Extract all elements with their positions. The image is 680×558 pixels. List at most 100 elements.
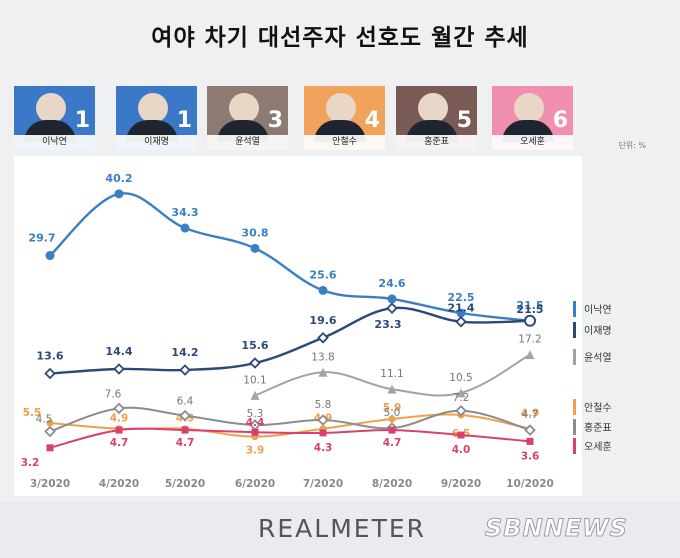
data-point <box>251 428 259 436</box>
data-point <box>46 419 54 427</box>
x-tick-label: 9/2020 <box>441 478 481 490</box>
watermark: SBNNEWS <box>485 514 628 543</box>
data-point <box>181 426 189 434</box>
data-point <box>46 444 54 452</box>
data-label: 11.1 <box>380 368 403 380</box>
data-point <box>180 223 190 233</box>
legend-label: 안철수 <box>584 402 612 414</box>
data-label: 3.6 <box>521 450 540 462</box>
data-label: 7.2 <box>453 392 470 404</box>
data-label: 21.5 <box>516 303 543 316</box>
data-point <box>388 426 396 434</box>
series-1: 13.6 14.4 14.2 15.6 19.6 23.3 21.4 21.5 <box>36 302 544 380</box>
series-line <box>49 406 531 433</box>
legend-swatch <box>573 349 576 365</box>
data-label: 24.6 <box>378 277 405 290</box>
legend-item: 안철수 <box>573 399 612 415</box>
chart-title: 여야 차기 대선주자 선호도 월간 추세 <box>151 25 529 51</box>
data-label: 7.6 <box>105 388 122 400</box>
unit-label: 단위: % <box>618 141 646 150</box>
candidate-name: 이낙연 <box>14 135 95 150</box>
legend-item: 이낙연 <box>573 301 612 317</box>
legend-swatch <box>573 399 576 415</box>
data-label: 34.3 <box>171 206 198 219</box>
data-label: 4.7 <box>176 437 195 449</box>
data-label: 4.0 <box>452 444 471 456</box>
candidate-photo <box>326 93 356 123</box>
data-point <box>317 414 329 426</box>
candidate-card: 6 오세훈 <box>492 86 573 150</box>
data-label: 21.4 <box>447 302 474 315</box>
data-label: 5.0 <box>384 407 401 419</box>
x-tick-label: 10/2020 <box>506 478 554 490</box>
footer-band <box>0 502 680 558</box>
data-point <box>249 357 261 369</box>
data-label: 4.7 <box>383 437 402 449</box>
data-label: 29.7 <box>28 232 55 245</box>
data-label: 17.2 <box>518 334 541 346</box>
candidate-rank: 3 <box>267 108 283 133</box>
legend-label: 홍준표 <box>584 421 612 434</box>
legend-swatch <box>573 322 576 338</box>
candidate-name: 윤석열 <box>207 135 288 150</box>
data-point <box>113 363 125 375</box>
data-label: 4.7 <box>110 437 129 449</box>
data-label: 25.6 <box>309 268 336 281</box>
data-label: 10.5 <box>449 372 472 384</box>
data-label: 23.3 <box>374 318 401 331</box>
legend-label: 윤석열 <box>584 352 612 364</box>
data-point <box>388 415 396 423</box>
candidate-photo <box>36 93 66 123</box>
candidate-photo <box>229 93 259 123</box>
brand-logo: REALMETER <box>258 514 426 543</box>
candidate-card: 1 이재명 <box>116 86 197 150</box>
legend-label: 이재명 <box>584 325 612 337</box>
data-label: 13.8 <box>311 351 334 363</box>
data-label: 15.6 <box>241 339 268 352</box>
x-tick-label: 5/2020 <box>165 478 205 490</box>
data-point <box>250 243 260 253</box>
data-point <box>387 384 397 394</box>
series-5: 3.2 4.7 4.7 4.4 4.3 4.7 4.0 3.6 <box>21 417 540 469</box>
series-line <box>49 306 531 375</box>
legend-item: 이재명 <box>573 322 612 338</box>
series-0: 29.7 40.2 34.3 30.8 25.6 24.6 22.5 21.5 <box>28 172 544 326</box>
data-point <box>179 409 191 422</box>
data-point <box>318 285 328 295</box>
legend-swatch <box>573 419 576 435</box>
data-label: 4.4 <box>246 417 265 429</box>
data-label: 14.2 <box>171 346 198 359</box>
data-label: 5.5 <box>23 407 42 419</box>
data-point <box>115 426 123 434</box>
data-label: 6.4 <box>177 396 194 408</box>
legend-label: 이낙연 <box>584 304 612 316</box>
legend-item: 오세훈 <box>573 438 612 454</box>
candidate-photo <box>514 93 544 123</box>
candidate-rank: 6 <box>552 108 568 133</box>
data-point <box>455 405 467 417</box>
data-point <box>44 367 56 380</box>
legend-swatch <box>573 438 576 454</box>
data-point <box>318 367 328 377</box>
data-point <box>524 424 536 436</box>
data-label: 4.3 <box>314 442 333 454</box>
data-point <box>456 388 466 398</box>
candidate-photo <box>418 93 448 123</box>
data-label: 4.9 <box>521 408 540 420</box>
data-label: 22.5 <box>447 291 474 304</box>
candidate-card: 3 윤석열 <box>207 86 288 150</box>
series-2: 10.1 13.8 11.1 10.5 17.2 <box>243 334 542 400</box>
candidate-rank: 1 <box>176 108 192 133</box>
data-point <box>44 425 56 438</box>
data-point <box>319 429 327 437</box>
data-point <box>113 402 125 415</box>
series-line <box>49 427 531 449</box>
data-label: 21.5 <box>516 299 543 312</box>
data-point <box>250 390 260 400</box>
data-point <box>317 332 329 344</box>
candidate-name: 오세훈 <box>492 135 573 150</box>
data-label: 10.1 <box>243 374 266 386</box>
candidate-card: 4 안철수 <box>304 86 385 150</box>
data-label: 5.9 <box>383 402 402 414</box>
